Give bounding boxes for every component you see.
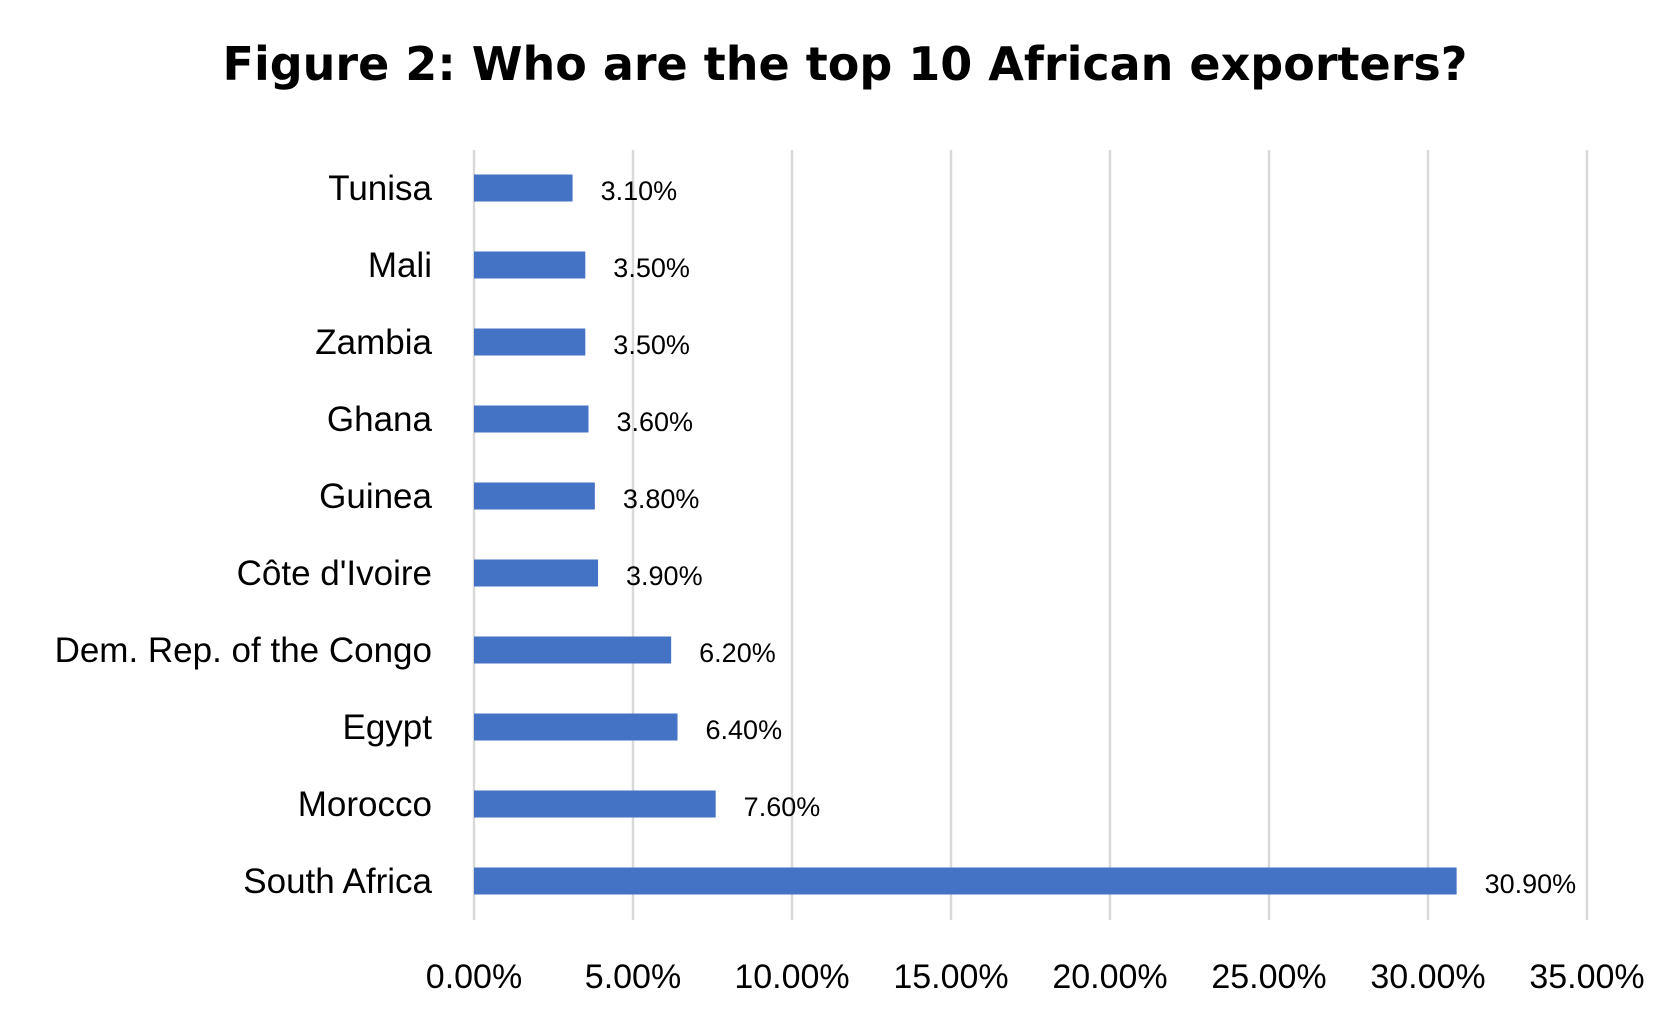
category-label: Egypt (343, 708, 433, 747)
category-label: Ghana (327, 400, 433, 439)
data-label: 3.10% (601, 176, 678, 206)
data-label: 30.90% (1485, 869, 1577, 899)
chart-title: Figure 2: Who are the top 10 African exp… (223, 37, 1468, 91)
data-label: 3.50% (613, 253, 690, 283)
x-tick-label: 35.00% (1529, 958, 1644, 996)
category-label: Morocco (298, 785, 432, 824)
bar (474, 482, 595, 510)
x-tick-label: 10.00% (734, 958, 849, 996)
bar (474, 251, 586, 279)
data-label: 6.40% (706, 715, 783, 745)
data-label: 3.90% (626, 561, 703, 591)
data-label: 6.20% (699, 638, 776, 668)
category-label: Tunisa (328, 169, 432, 208)
x-tick-label: 0.00% (426, 958, 522, 996)
category-label: Zambia (315, 323, 432, 362)
bar (474, 405, 589, 433)
bar (474, 867, 1457, 895)
x-axis-tick-labels: 0.00% 5.00% 10.00% 15.00% 20.00% 25.00% 30.00%… (426, 958, 1645, 996)
x-tick-label: 15.00% (893, 958, 1008, 996)
category-label: Dem. Rep. of the Congo (55, 631, 432, 670)
bar (474, 328, 586, 356)
data-labels: 3.10% 3.50% 3.50% 3.60% 3.80% 3.90% 6.20% 6.40%… (601, 176, 1577, 899)
category-label: Guinea (319, 477, 432, 516)
bar (474, 559, 599, 587)
data-label: 7.60% (744, 792, 821, 822)
category-label: South Africa (243, 862, 432, 901)
data-label: 3.60% (616, 407, 693, 437)
x-tick-label: 30.00% (1370, 958, 1485, 996)
bars (474, 174, 1457, 895)
category-label: Mali (368, 246, 432, 285)
bar (474, 174, 573, 202)
x-tick-label: 20.00% (1052, 958, 1167, 996)
bar (474, 713, 678, 741)
x-tick-label: 5.00% (585, 958, 681, 996)
data-label: 3.80% (623, 484, 700, 514)
category-labels: Tunisa Mali Zambia Ghana Guinea Côte d'Ivoire… (55, 169, 433, 901)
gridlines (472, 150, 1589, 920)
bar (474, 636, 672, 664)
x-tick-label: 25.00% (1211, 958, 1326, 996)
data-label: 3.50% (613, 330, 690, 360)
bar (474, 790, 716, 818)
category-label: Côte d'Ivoire (237, 554, 432, 593)
